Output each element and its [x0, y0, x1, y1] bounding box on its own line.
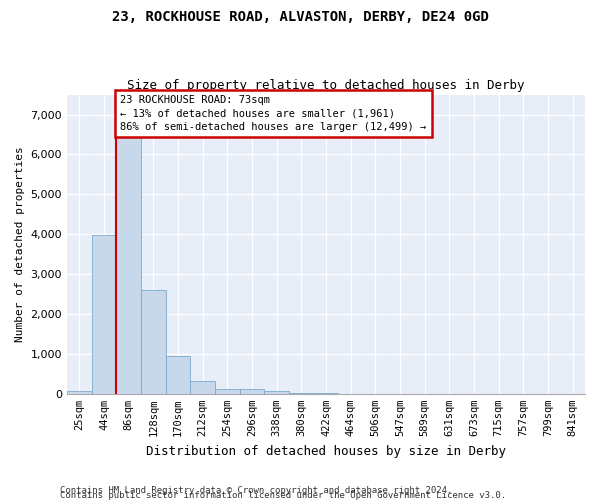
- Bar: [239, 390, 265, 394]
- Bar: [92, 235, 116, 394]
- Bar: [215, 389, 239, 394]
- Title: Size of property relative to detached houses in Derby: Size of property relative to detached ho…: [127, 79, 525, 92]
- Bar: [116, 132, 141, 394]
- Bar: [265, 391, 289, 394]
- Bar: [289, 393, 314, 394]
- X-axis label: Distribution of detached houses by size in Derby: Distribution of detached houses by size …: [146, 444, 506, 458]
- Text: 23 ROCKHOUSE ROAD: 73sqm
← 13% of detached houses are smaller (1,961)
86% of sem: 23 ROCKHOUSE ROAD: 73sqm ← 13% of detach…: [120, 96, 427, 132]
- Text: Contains public sector information licensed under the Open Government Licence v3: Contains public sector information licen…: [60, 491, 506, 500]
- Y-axis label: Number of detached properties: Number of detached properties: [15, 146, 25, 342]
- Text: 23, ROCKHOUSE ROAD, ALVASTON, DERBY, DE24 0GD: 23, ROCKHOUSE ROAD, ALVASTON, DERBY, DE2…: [112, 10, 488, 24]
- Bar: [141, 290, 166, 394]
- Bar: [67, 391, 92, 394]
- Bar: [166, 356, 190, 394]
- Bar: [190, 382, 215, 394]
- Text: Contains HM Land Registry data © Crown copyright and database right 2024.: Contains HM Land Registry data © Crown c…: [60, 486, 452, 495]
